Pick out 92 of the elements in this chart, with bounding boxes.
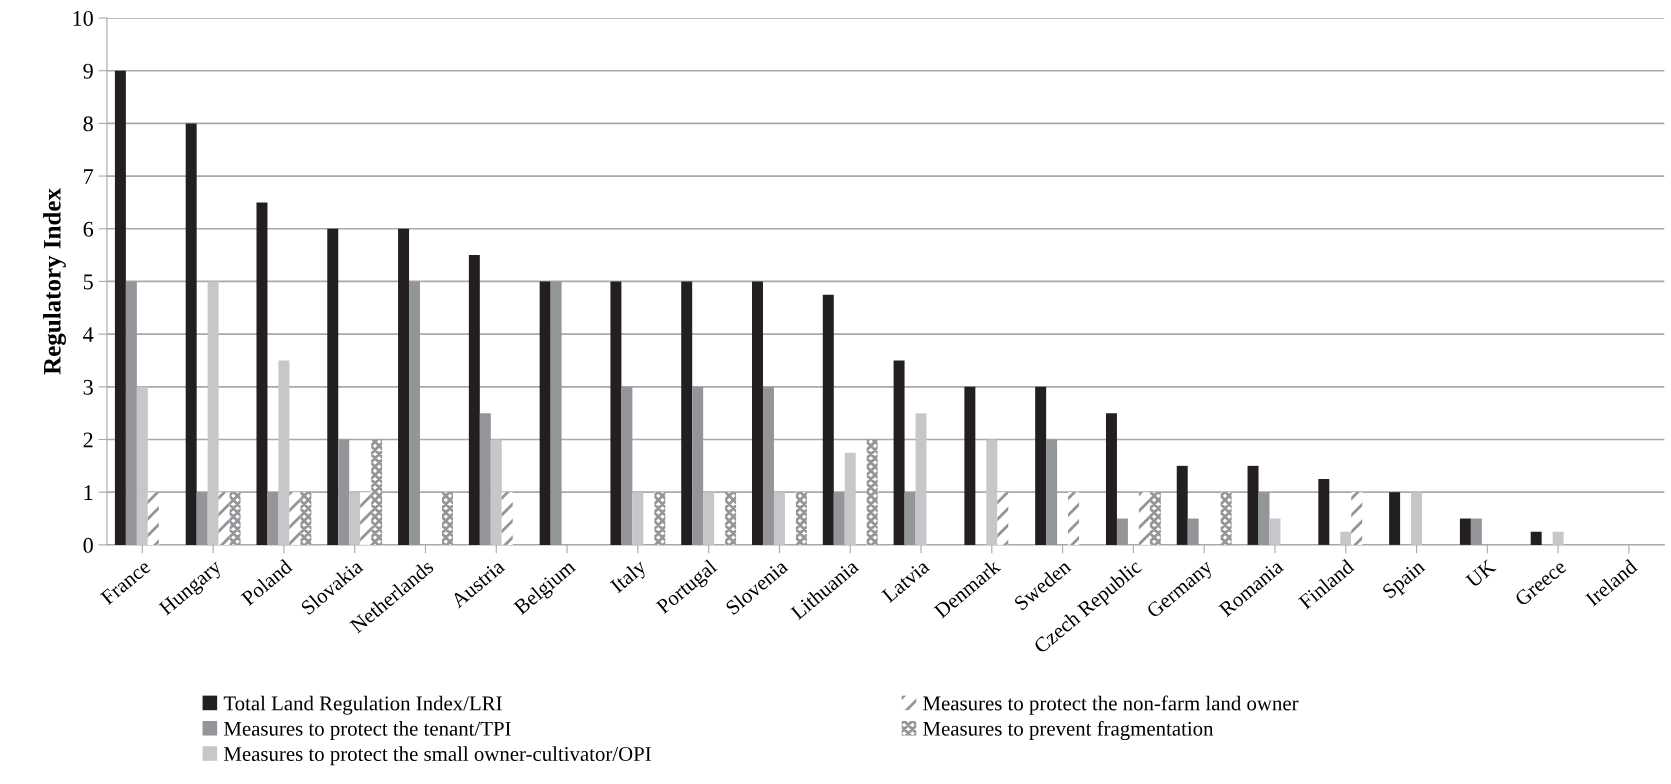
bar bbox=[550, 281, 562, 545]
bar bbox=[398, 228, 410, 545]
y-tick-label: 7 bbox=[84, 169, 94, 184]
bar bbox=[327, 228, 339, 545]
bar bbox=[703, 492, 715, 545]
bar bbox=[1459, 518, 1471, 545]
y-tick-label: 0 bbox=[83, 537, 93, 553]
bar bbox=[681, 281, 693, 545]
bar bbox=[1187, 518, 1199, 545]
bar bbox=[1220, 492, 1232, 545]
bar bbox=[610, 281, 622, 545]
bar bbox=[1411, 492, 1423, 545]
bar bbox=[1470, 518, 1482, 545]
bar bbox=[267, 492, 279, 545]
x-tick-label: Spain bbox=[1381, 558, 1429, 603]
bar bbox=[752, 281, 763, 545]
bar bbox=[349, 492, 361, 545]
bar bbox=[762, 386, 774, 545]
bar bbox=[1351, 492, 1363, 545]
bar bbox=[1247, 465, 1259, 545]
bar bbox=[501, 492, 513, 545]
y-tick-label: 3 bbox=[83, 379, 93, 395]
bar bbox=[207, 281, 219, 545]
bar bbox=[964, 386, 976, 545]
bar bbox=[1340, 531, 1352, 545]
legend-label: Total Land Regulation Index/LRI bbox=[223, 695, 502, 715]
legend-label: Measures to protect the small owner-cultivator/OPI bbox=[223, 746, 651, 766]
legend-label: Measures to protect the non-farm land owner bbox=[923, 695, 1299, 715]
bar bbox=[654, 492, 666, 545]
bar bbox=[1389, 492, 1401, 545]
bar bbox=[893, 360, 905, 545]
bar bbox=[539, 281, 551, 545]
bar bbox=[844, 452, 856, 545]
bar bbox=[409, 281, 421, 545]
bar bbox=[1035, 386, 1047, 545]
bar bbox=[1116, 518, 1128, 545]
bar bbox=[632, 492, 644, 545]
bar bbox=[441, 492, 453, 545]
bar bbox=[1530, 531, 1542, 545]
bar bbox=[490, 439, 502, 545]
bar bbox=[360, 492, 372, 545]
x-tick-label: Italy bbox=[609, 558, 650, 597]
bar bbox=[915, 413, 927, 545]
bar bbox=[1068, 492, 1080, 545]
x-tick-label: UK bbox=[1465, 558, 1497, 589]
bar bbox=[468, 255, 480, 545]
bar bbox=[866, 439, 878, 545]
bar bbox=[479, 413, 491, 545]
bar bbox=[904, 492, 916, 545]
bar bbox=[1552, 531, 1564, 545]
bar bbox=[795, 492, 807, 545]
bar bbox=[1046, 439, 1058, 545]
bar bbox=[773, 492, 785, 545]
bar bbox=[1258, 492, 1270, 545]
legend-label: Measures to protect the tenant/TPI bbox=[223, 721, 511, 740]
bar bbox=[1105, 413, 1117, 545]
bar bbox=[278, 360, 290, 545]
y-axis-title: Regulatory Index bbox=[43, 188, 66, 375]
bar bbox=[822, 294, 834, 545]
bar bbox=[229, 492, 241, 545]
legend-label: Measures to prevent fragmentation bbox=[923, 720, 1214, 741]
bar bbox=[692, 386, 704, 545]
y-tick-label: 2 bbox=[83, 432, 93, 448]
bar bbox=[833, 492, 845, 545]
y-tick-label: 6 bbox=[83, 221, 94, 237]
bar bbox=[338, 439, 350, 545]
bar bbox=[1149, 492, 1161, 545]
bar bbox=[136, 386, 148, 545]
bar bbox=[725, 492, 737, 545]
bar bbox=[1138, 492, 1150, 545]
bar bbox=[986, 439, 998, 545]
bar bbox=[1176, 465, 1188, 545]
bar bbox=[300, 492, 312, 545]
bar bbox=[147, 492, 159, 545]
bar bbox=[1318, 479, 1330, 545]
y-tick-label: 4 bbox=[83, 327, 94, 342]
y-tick-label: 1 bbox=[84, 485, 93, 500]
y-tick-label: 5 bbox=[83, 274, 93, 290]
y-tick-label: 8 bbox=[83, 116, 93, 132]
y-tick-label: 10 bbox=[73, 10, 93, 26]
bar bbox=[371, 439, 383, 545]
y-tick-label: 9 bbox=[83, 63, 93, 79]
bar bbox=[185, 123, 197, 545]
bar bbox=[289, 492, 301, 545]
bar bbox=[997, 492, 1009, 545]
bar bbox=[256, 202, 268, 545]
bar bbox=[125, 281, 137, 545]
bar bbox=[1269, 518, 1281, 545]
bar bbox=[196, 492, 208, 545]
bar bbox=[114, 70, 126, 545]
bar bbox=[621, 386, 633, 545]
bar bbox=[218, 492, 230, 545]
